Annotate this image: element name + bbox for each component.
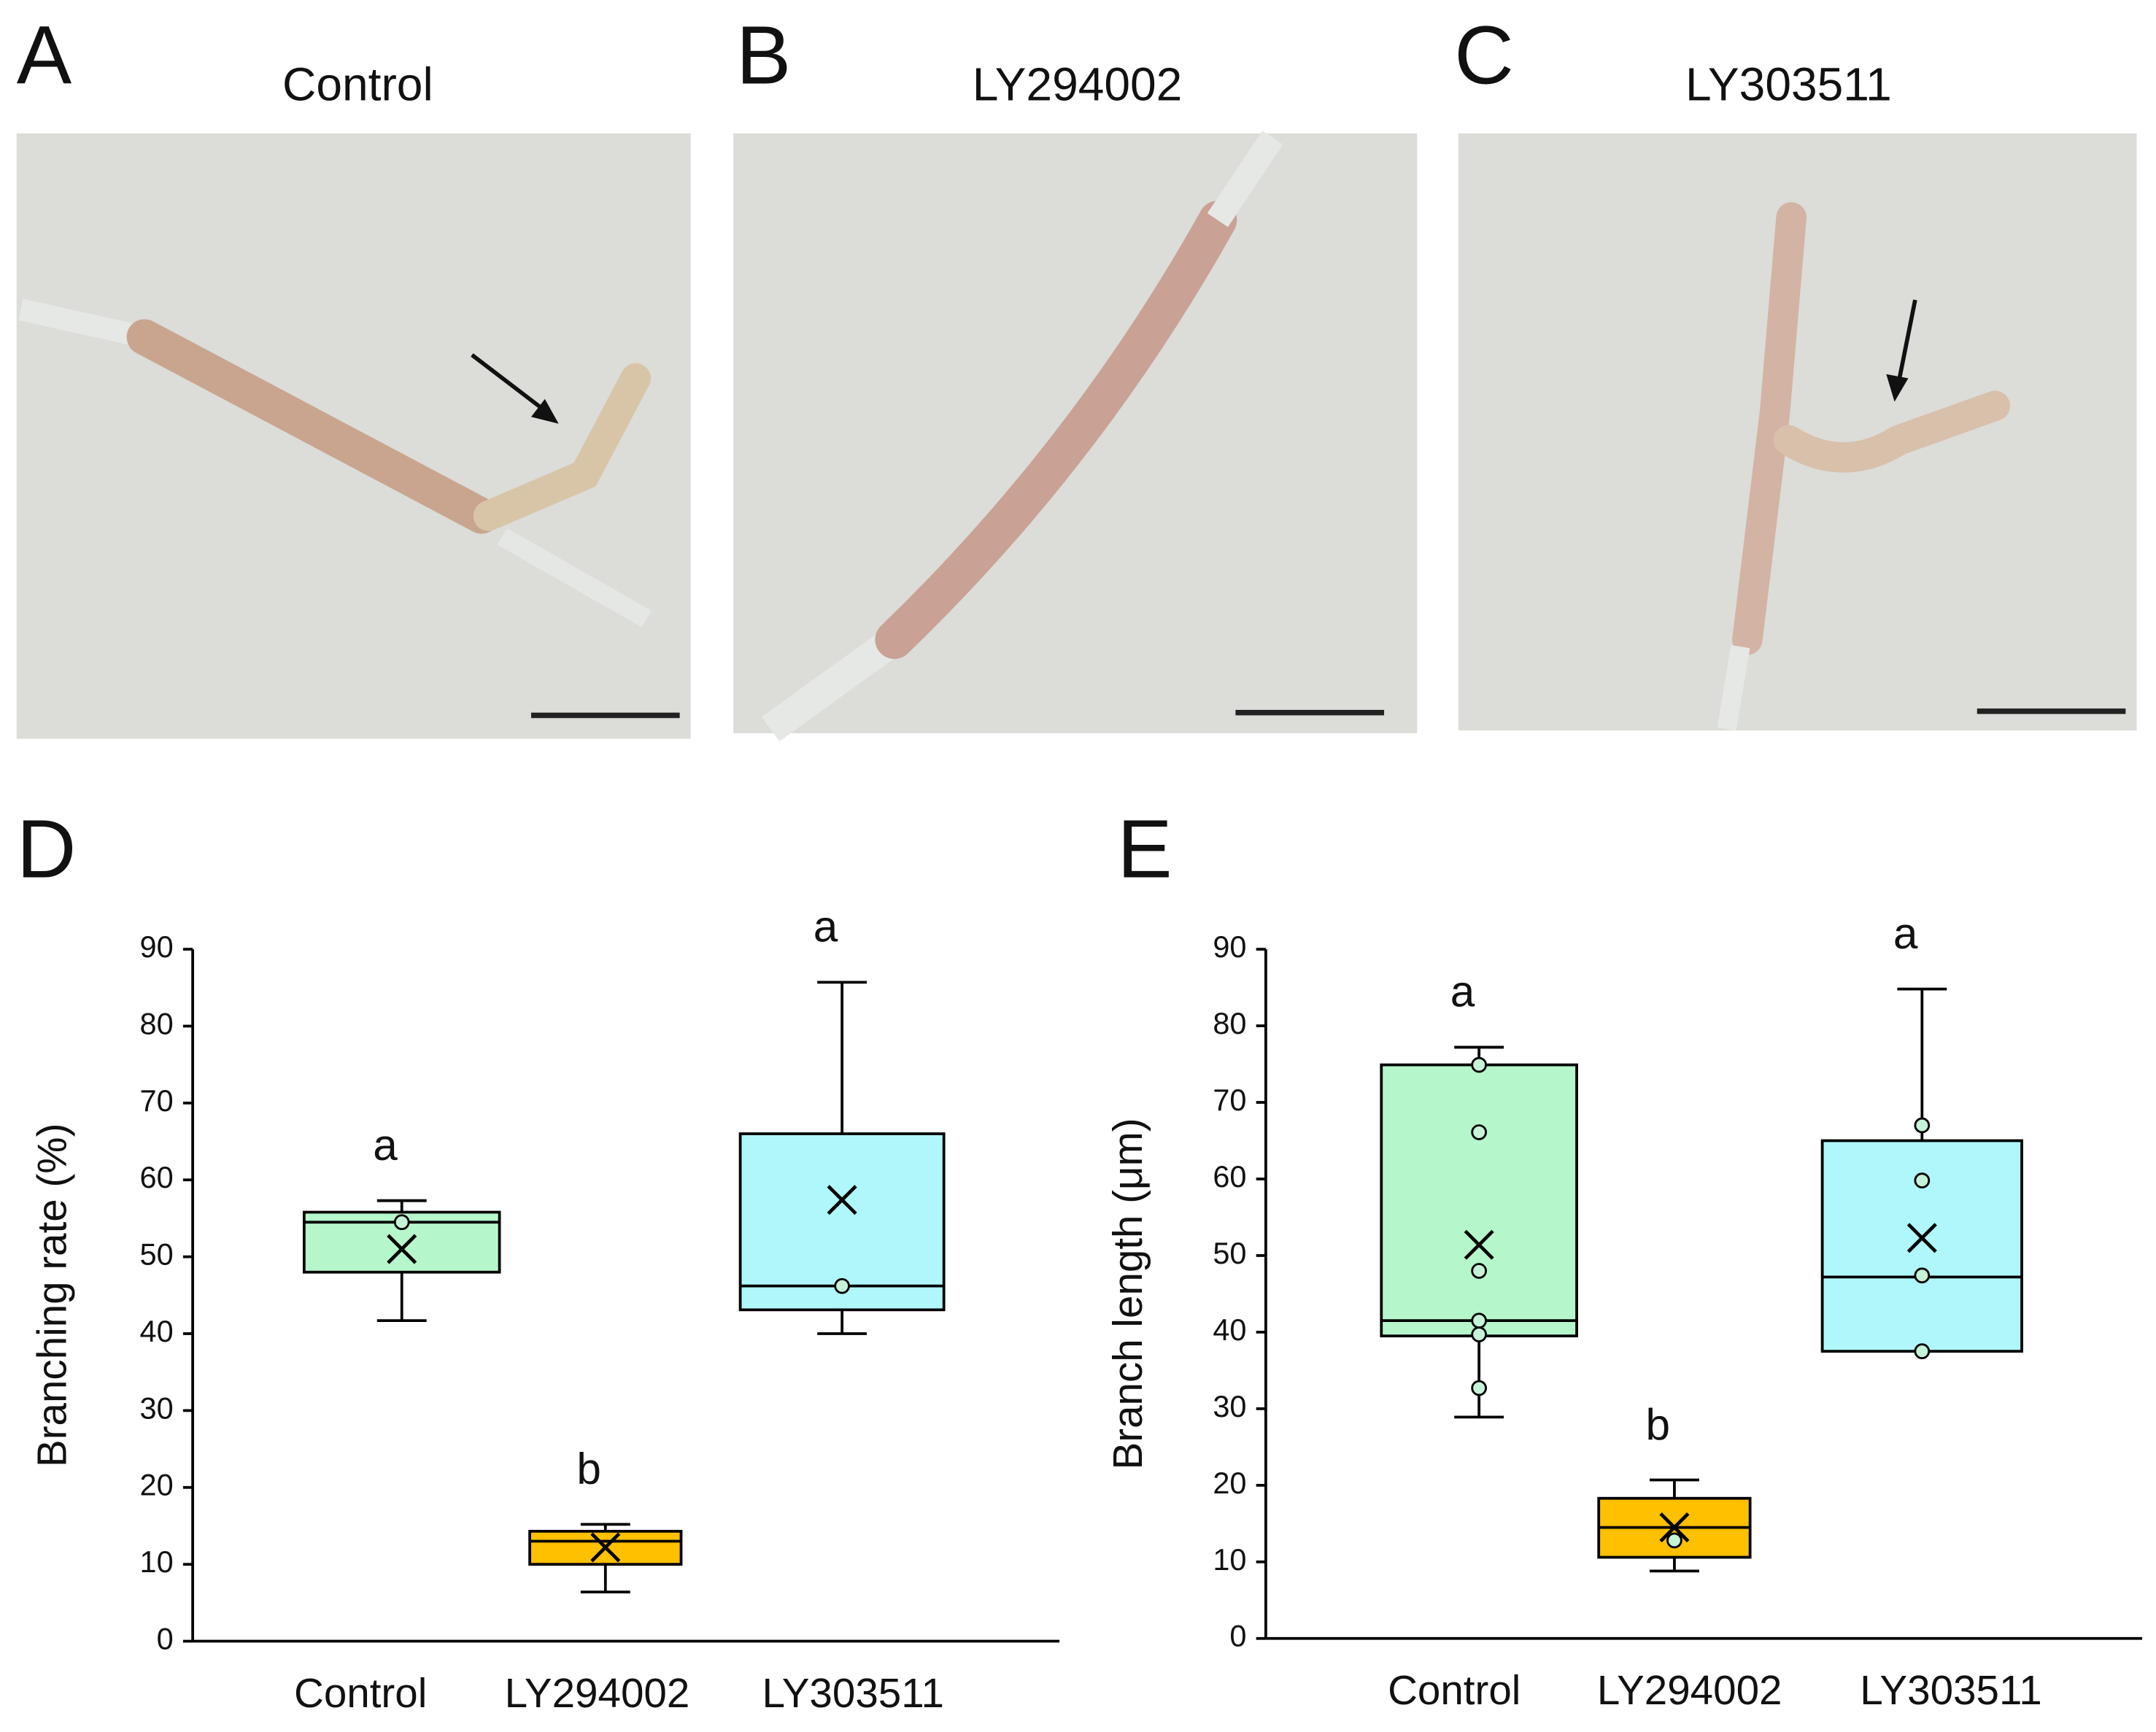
y-tick-label: 30 — [1213, 1389, 1246, 1423]
y-axis-title: Branch length (μm) — [1105, 1118, 1151, 1469]
panel-label: A — [17, 9, 72, 101]
y-tick-label: 50 — [140, 1237, 174, 1272]
x-tick-label: LY303511 — [762, 1670, 943, 1716]
y-tick-label: 40 — [140, 1314, 174, 1348]
y-tick-label: 30 — [140, 1391, 174, 1425]
micrograph-c — [1458, 133, 2137, 731]
y-tick-label: 80 — [140, 1006, 174, 1040]
y-tick-label: 0 — [157, 1622, 174, 1656]
box — [1380, 1063, 1578, 1338]
y-axis-title: Branching rate (%) — [28, 1124, 74, 1467]
data-point — [1666, 1532, 1682, 1549]
panel-label: D — [17, 803, 77, 895]
y-tick-label: 70 — [1213, 1083, 1246, 1117]
y-tick-label: 90 — [1213, 929, 1246, 964]
y-tick-label: 40 — [1213, 1312, 1246, 1347]
significance-letter: a — [1893, 908, 1918, 958]
y-tick-label: 20 — [140, 1468, 174, 1502]
mean-marker — [387, 1234, 417, 1264]
data-point — [1471, 1380, 1488, 1396]
significance-letter: a — [814, 902, 838, 951]
significance-letter: b — [576, 1444, 601, 1493]
x-tick-label: LY294002 — [1597, 1667, 1782, 1713]
significance-letter: b — [1646, 1399, 1671, 1449]
y-tick-label: 70 — [140, 1083, 174, 1118]
data-point — [1914, 1172, 1931, 1188]
x-tick-label: Control — [294, 1670, 427, 1716]
micrograph-a — [16, 133, 691, 739]
y-tick-label: 10 — [140, 1545, 174, 1579]
y-tick-label: 60 — [140, 1160, 174, 1194]
mean-marker — [1906, 1223, 1937, 1253]
y-tick-label: 80 — [1213, 1006, 1246, 1040]
y-tick-label: 50 — [1213, 1236, 1246, 1270]
panel-label: E — [1117, 803, 1172, 895]
y-tick-label: 0 — [1229, 1619, 1246, 1653]
data-point — [1914, 1267, 1931, 1284]
significance-letter: a — [1450, 967, 1475, 1016]
y-tick-label: 90 — [140, 929, 174, 964]
data-point — [1914, 1343, 1931, 1359]
data-point — [1471, 1326, 1488, 1342]
micrograph-b — [733, 131, 1418, 742]
y-tick-label: 10 — [1213, 1542, 1246, 1577]
panel-title: Control — [282, 58, 433, 111]
panel-label: C — [1454, 9, 1514, 101]
panel-title: LY303511 — [1685, 58, 1892, 111]
x-tick-label: LY303511 — [1860, 1667, 2041, 1713]
panel-title: LY294002 — [973, 58, 1183, 111]
mean-marker — [1659, 1512, 1690, 1543]
y-tick-label: 20 — [1213, 1466, 1246, 1500]
significance-letter: a — [373, 1120, 398, 1170]
x-tick-label: Control — [1388, 1667, 1521, 1713]
mean-marker — [827, 1185, 857, 1215]
box — [1820, 1139, 2023, 1353]
x-tick-label: LY294002 — [505, 1670, 690, 1716]
data-point — [1471, 1056, 1488, 1073]
data-point — [834, 1277, 850, 1294]
data-point — [1471, 1312, 1488, 1329]
data-point — [1471, 1263, 1488, 1279]
y-tick-label: 60 — [1213, 1159, 1246, 1194]
data-point — [1471, 1124, 1488, 1140]
panel-label: B — [736, 9, 791, 101]
data-point — [393, 1214, 410, 1231]
mean-marker — [590, 1532, 621, 1563]
mean-marker — [1464, 1229, 1494, 1260]
data-point — [1914, 1117, 1931, 1134]
